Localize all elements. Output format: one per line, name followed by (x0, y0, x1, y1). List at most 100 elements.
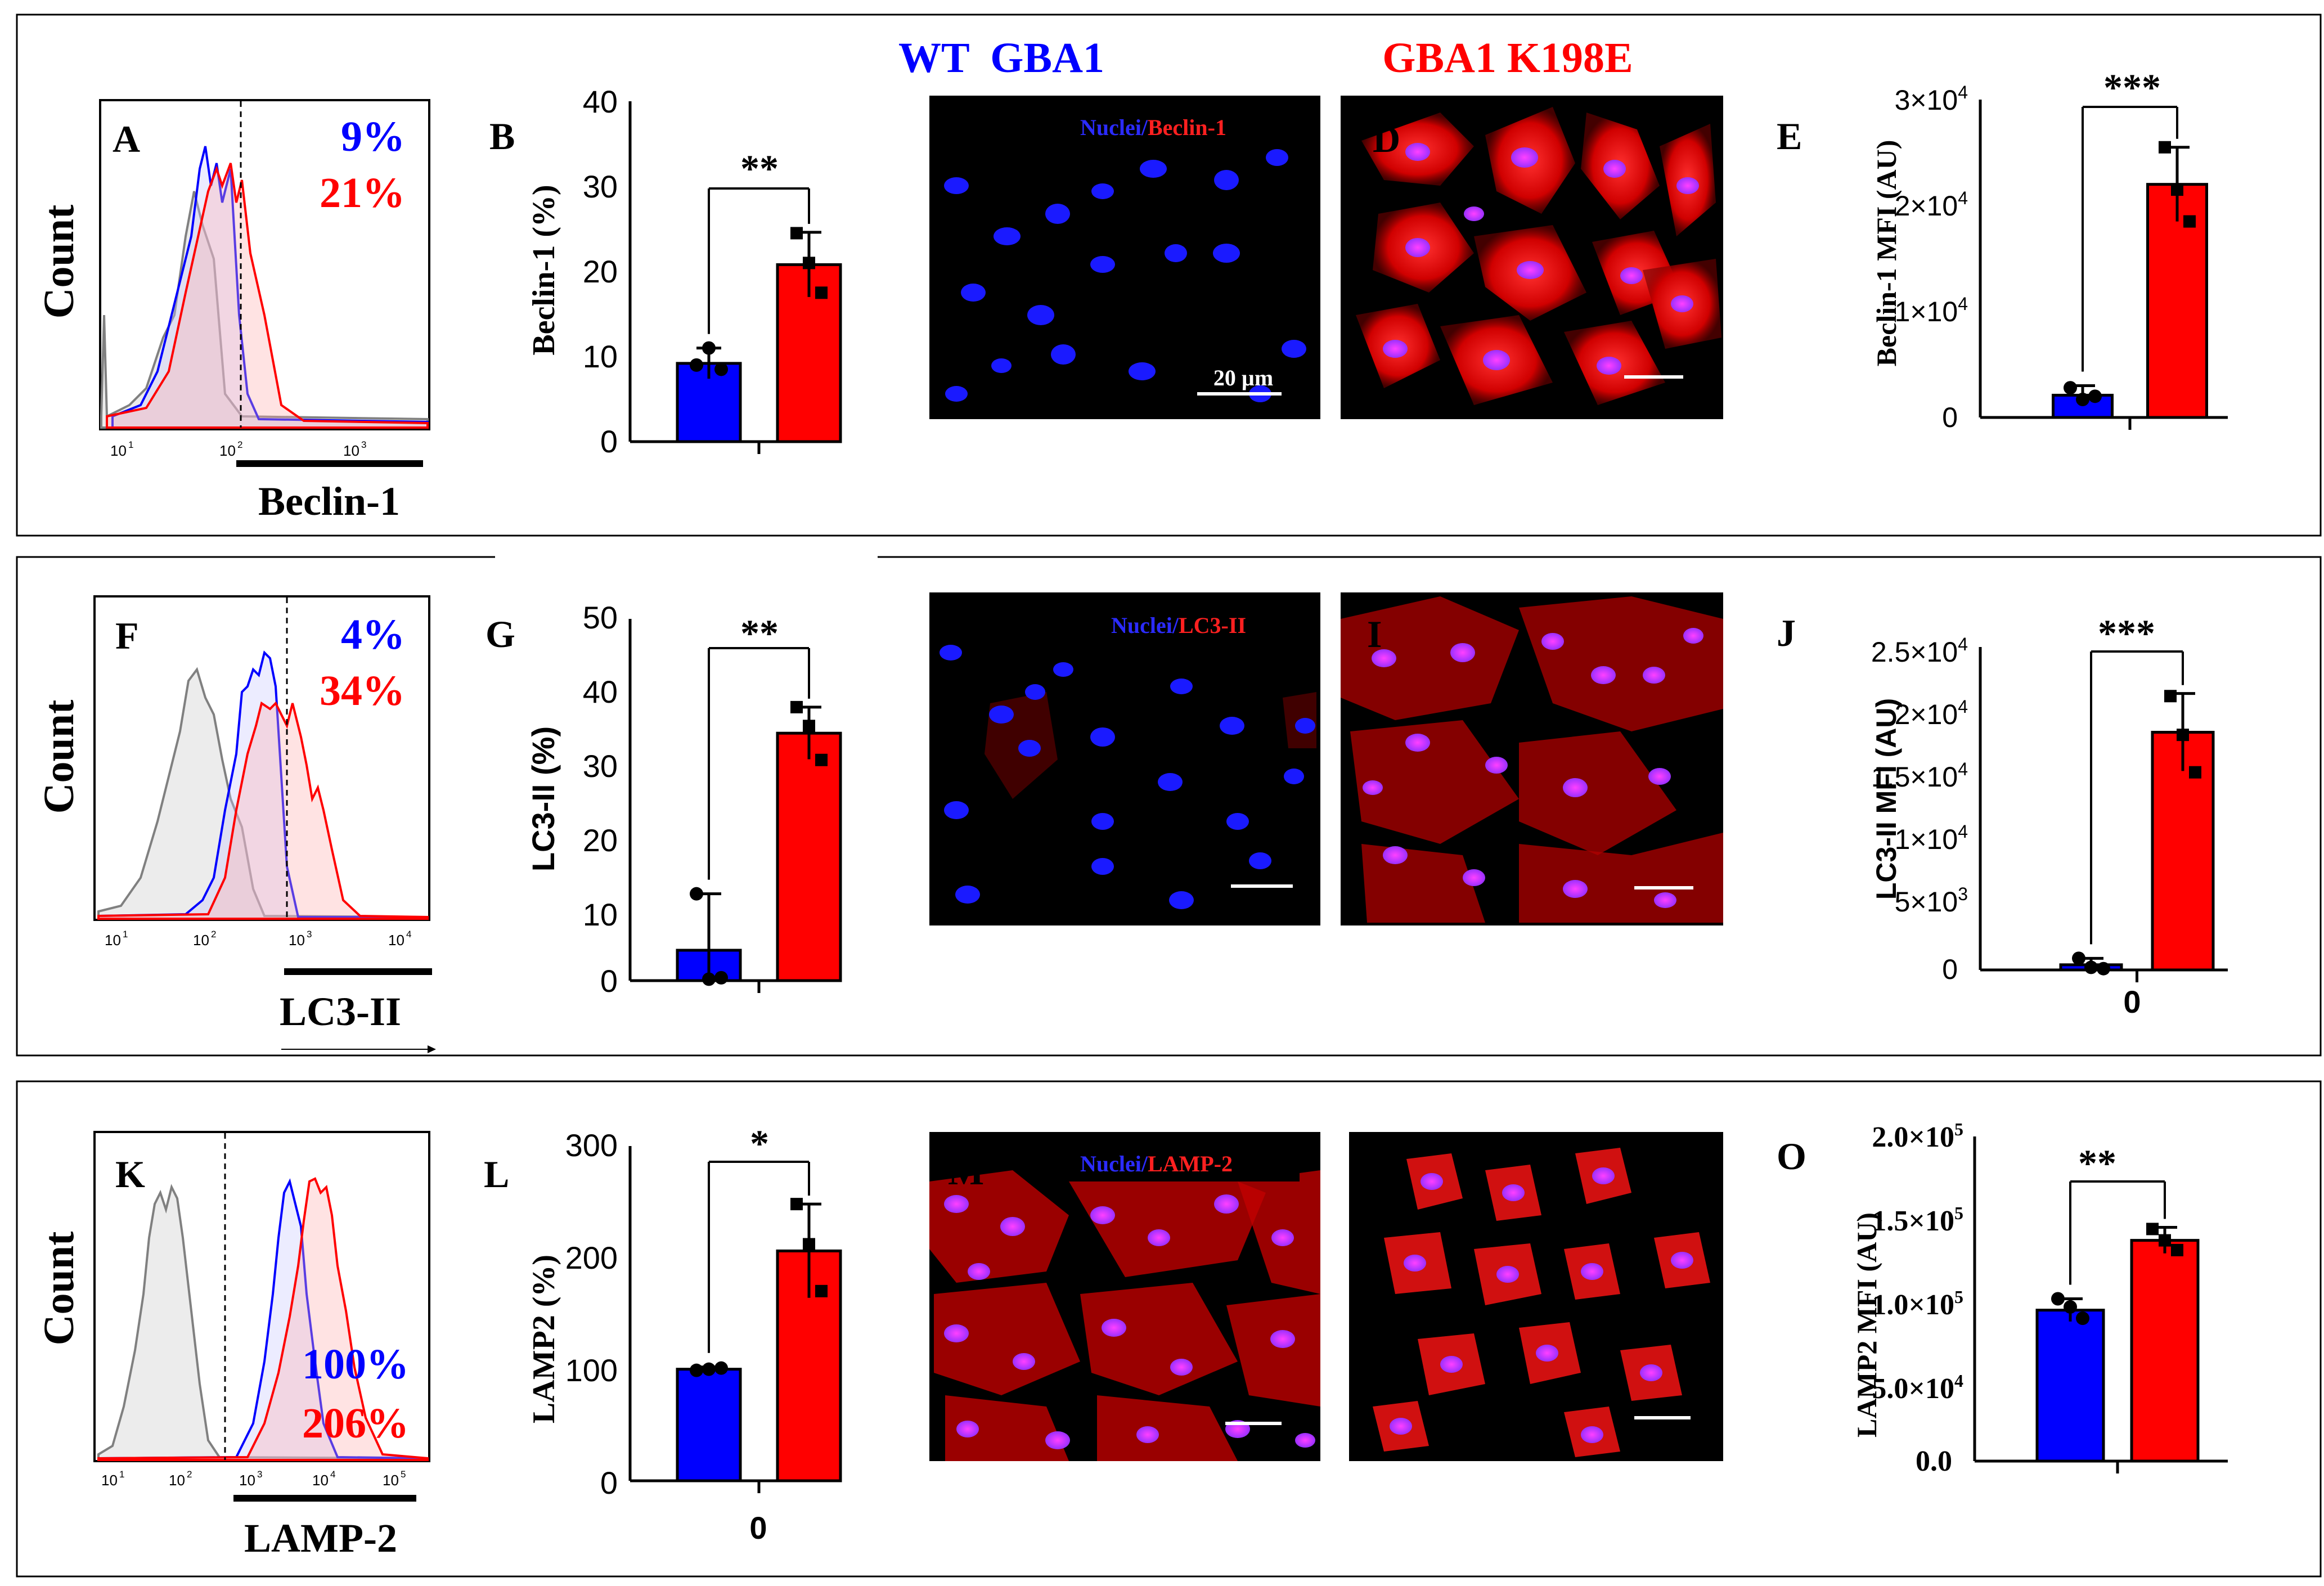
nuclei-pink (1390, 1167, 1693, 1443)
flow-tick: 10 (388, 932, 404, 949)
data-point (2064, 381, 2077, 395)
data-point (790, 227, 803, 240)
mfi-ytick-exp: 4 (1958, 82, 1968, 102)
bar-xtick: 0 (749, 1510, 767, 1545)
bar-chart-l (628, 1146, 842, 1493)
svg-text:2.5×104: 2.5×104 (1871, 634, 1968, 668)
data-point (2146, 1223, 2159, 1235)
flow-mut-fill (106, 163, 429, 429)
flow-tick: 10 (383, 1472, 399, 1489)
flow-arrow-head (428, 1045, 436, 1053)
flow-tick-exp: 1 (123, 929, 128, 940)
flow-tick-exp: 5 (401, 1469, 406, 1480)
flow-count-label: Count (35, 205, 83, 319)
micrograph-lamp-wt (929, 1132, 1320, 1461)
flow-histogram-lc3 (93, 595, 436, 1053)
bar-chart-j (1979, 647, 2228, 982)
bar-ytick: 300 (565, 1127, 618, 1163)
bar-ytick: 30 (583, 169, 618, 204)
mfi-ytick-exp: 5 (1954, 1203, 1963, 1223)
flow-mut-fill (97, 701, 429, 920)
data-point (815, 286, 828, 299)
flow-marker-label: Beclin-1 (258, 479, 400, 524)
bar-ytick: 10 (583, 339, 618, 374)
mfi-ytick-exp: 4 (1954, 1371, 1963, 1391)
micro-label-marker: LAMP-2 (1148, 1151, 1233, 1176)
header-wt-label: WT GBA1 (898, 34, 1104, 82)
micro-label-nuclei: Nuclei/ (1080, 1151, 1148, 1176)
row-frame-lamp (16, 1080, 2322, 1578)
micrograph-beclin-wt (929, 96, 1320, 419)
data-point (815, 1284, 828, 1297)
bar-ytick: 20 (583, 254, 618, 289)
svg-text:2.0×105: 2.0×105 (1872, 1119, 1963, 1153)
mfi-ytick: 0 (1942, 954, 1958, 985)
data-point (2088, 389, 2102, 403)
bar-ylabel: LAMP2 (%) (527, 1255, 561, 1423)
panel-letter-k: K (115, 1153, 145, 1196)
row-frame-beclin (16, 14, 2322, 537)
flow-pct-wt: 4% (341, 611, 405, 658)
data-point (702, 1362, 716, 1376)
data-point (2189, 766, 2201, 779)
bar-chart-b (628, 101, 842, 454)
mfi-ytick-exp: 4 (1958, 821, 1968, 842)
flow-pct-wt: 100% (302, 1341, 409, 1388)
flow-tick-exp: 2 (211, 929, 216, 940)
svg-text:1.0×105: 1.0×105 (1872, 1287, 1963, 1321)
data-point (2051, 1292, 2065, 1306)
data-point (690, 887, 703, 901)
svg-text:5×103: 5×103 (1895, 884, 1968, 918)
bar-yticks-l: 300 200 100 0 (565, 1127, 618, 1500)
panel-letter-m: M (948, 1150, 984, 1193)
mfi-ytick: 1×10 (1895, 296, 1958, 327)
panel-letter-d: D (1373, 118, 1400, 160)
panel-letter-l: L (484, 1153, 509, 1196)
mfi-ytick: 2×10 (1895, 190, 1958, 222)
mfi-ylabel: LAMP2 MFI (AU) (1851, 1212, 1882, 1437)
micrograph-lamp-mut (1349, 1132, 1723, 1461)
panel-letter-e: E (1777, 115, 1802, 158)
mfi-significance: *** (2098, 612, 2155, 654)
mfi-ytick-exp: 4 (1958, 697, 1968, 717)
bar-ytick: 200 (565, 1240, 618, 1275)
svg-text:5.0×104: 5.0×104 (1872, 1371, 1963, 1405)
micro-label-nuclei: Nuclei/ (1080, 115, 1148, 140)
bar-ytick: 0 (600, 424, 618, 459)
bar-ytick: 40 (583, 84, 618, 119)
flow-tick: 10 (193, 932, 209, 949)
mfi-ytick: 0.0 (1916, 1445, 1952, 1477)
flow-tick-exp: 1 (128, 439, 133, 450)
header-mut-label: GBA1 K198E (1382, 34, 1633, 82)
flow-histogram-beclin (99, 99, 430, 467)
data-point (2171, 183, 2183, 196)
mfi-significance: ** (2078, 1142, 2116, 1184)
bar-mut (2130, 1239, 2200, 1463)
data-point (2064, 1300, 2077, 1314)
data-point (714, 971, 728, 985)
micro-label: Nuclei/LC3-II (1111, 613, 1246, 638)
panel-letter-h: H (959, 613, 989, 655)
flow-ticks-lamp: 10 1 10 2 10 3 10 4 10 5 (101, 1469, 406, 1489)
data-point (2097, 962, 2110, 976)
data-point (2072, 951, 2085, 965)
panel-letter-b: B (489, 115, 515, 158)
bar-ytick: 30 (583, 748, 618, 784)
nuclei-pink (1363, 628, 1703, 908)
mfi-ytick: 5.0×10 (1872, 1373, 1954, 1405)
panel-letter-f: F (115, 614, 139, 657)
data-point (2164, 690, 2177, 703)
bar-ytick: 100 (565, 1353, 618, 1388)
svg-text:1.5×105: 1.5×105 (1872, 1203, 1963, 1237)
bar-significance: ** (740, 147, 779, 190)
flow-tick-exp: 2 (237, 439, 242, 450)
flow-tick: 10 (169, 1472, 185, 1489)
bar-yticks-g: 50 40 30 20 10 0 (583, 600, 618, 999)
nuclei-pink (1383, 143, 1699, 375)
flow-count-label: Count (35, 1232, 83, 1346)
data-point (702, 972, 716, 986)
flow-tick-exp: 4 (330, 1469, 335, 1480)
micrograph-lc3-mut (1341, 592, 1723, 925)
nuclei-purple (944, 1194, 1315, 1449)
micro-label-box (1046, 1145, 1300, 1181)
